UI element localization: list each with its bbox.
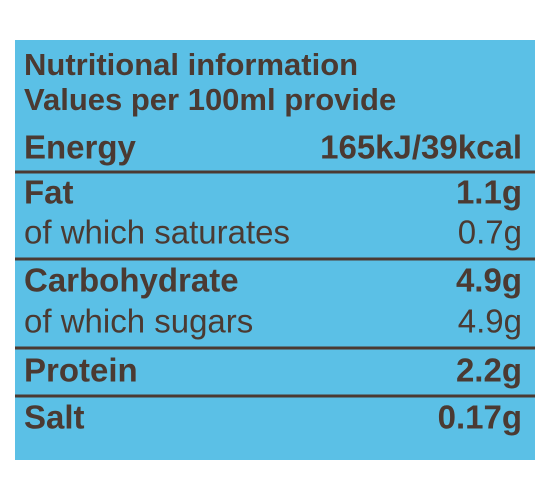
row-label: Fat xyxy=(24,174,74,211)
row-label: Protein xyxy=(24,352,138,389)
row-value: 4.9g xyxy=(458,303,522,340)
row-label: of which sugars xyxy=(24,303,253,340)
row-label: of which saturates xyxy=(24,214,290,251)
row-value: 165kJ/39kcal xyxy=(320,129,522,166)
row-value: 1.1g xyxy=(456,174,522,211)
row-value: 2.2g xyxy=(456,352,522,389)
label-subtitle: Values per 100ml provide xyxy=(24,82,396,117)
row-value: 4.9g xyxy=(456,262,522,299)
row-label: Salt xyxy=(24,399,85,436)
row-value: 0.7g xyxy=(458,214,522,251)
row-label: Carbohydrate xyxy=(24,262,239,299)
label-panel xyxy=(15,40,535,460)
row-value: 0.17g xyxy=(438,399,522,436)
label-title: Nutritional information xyxy=(24,47,358,82)
row-label: Energy xyxy=(24,129,137,166)
